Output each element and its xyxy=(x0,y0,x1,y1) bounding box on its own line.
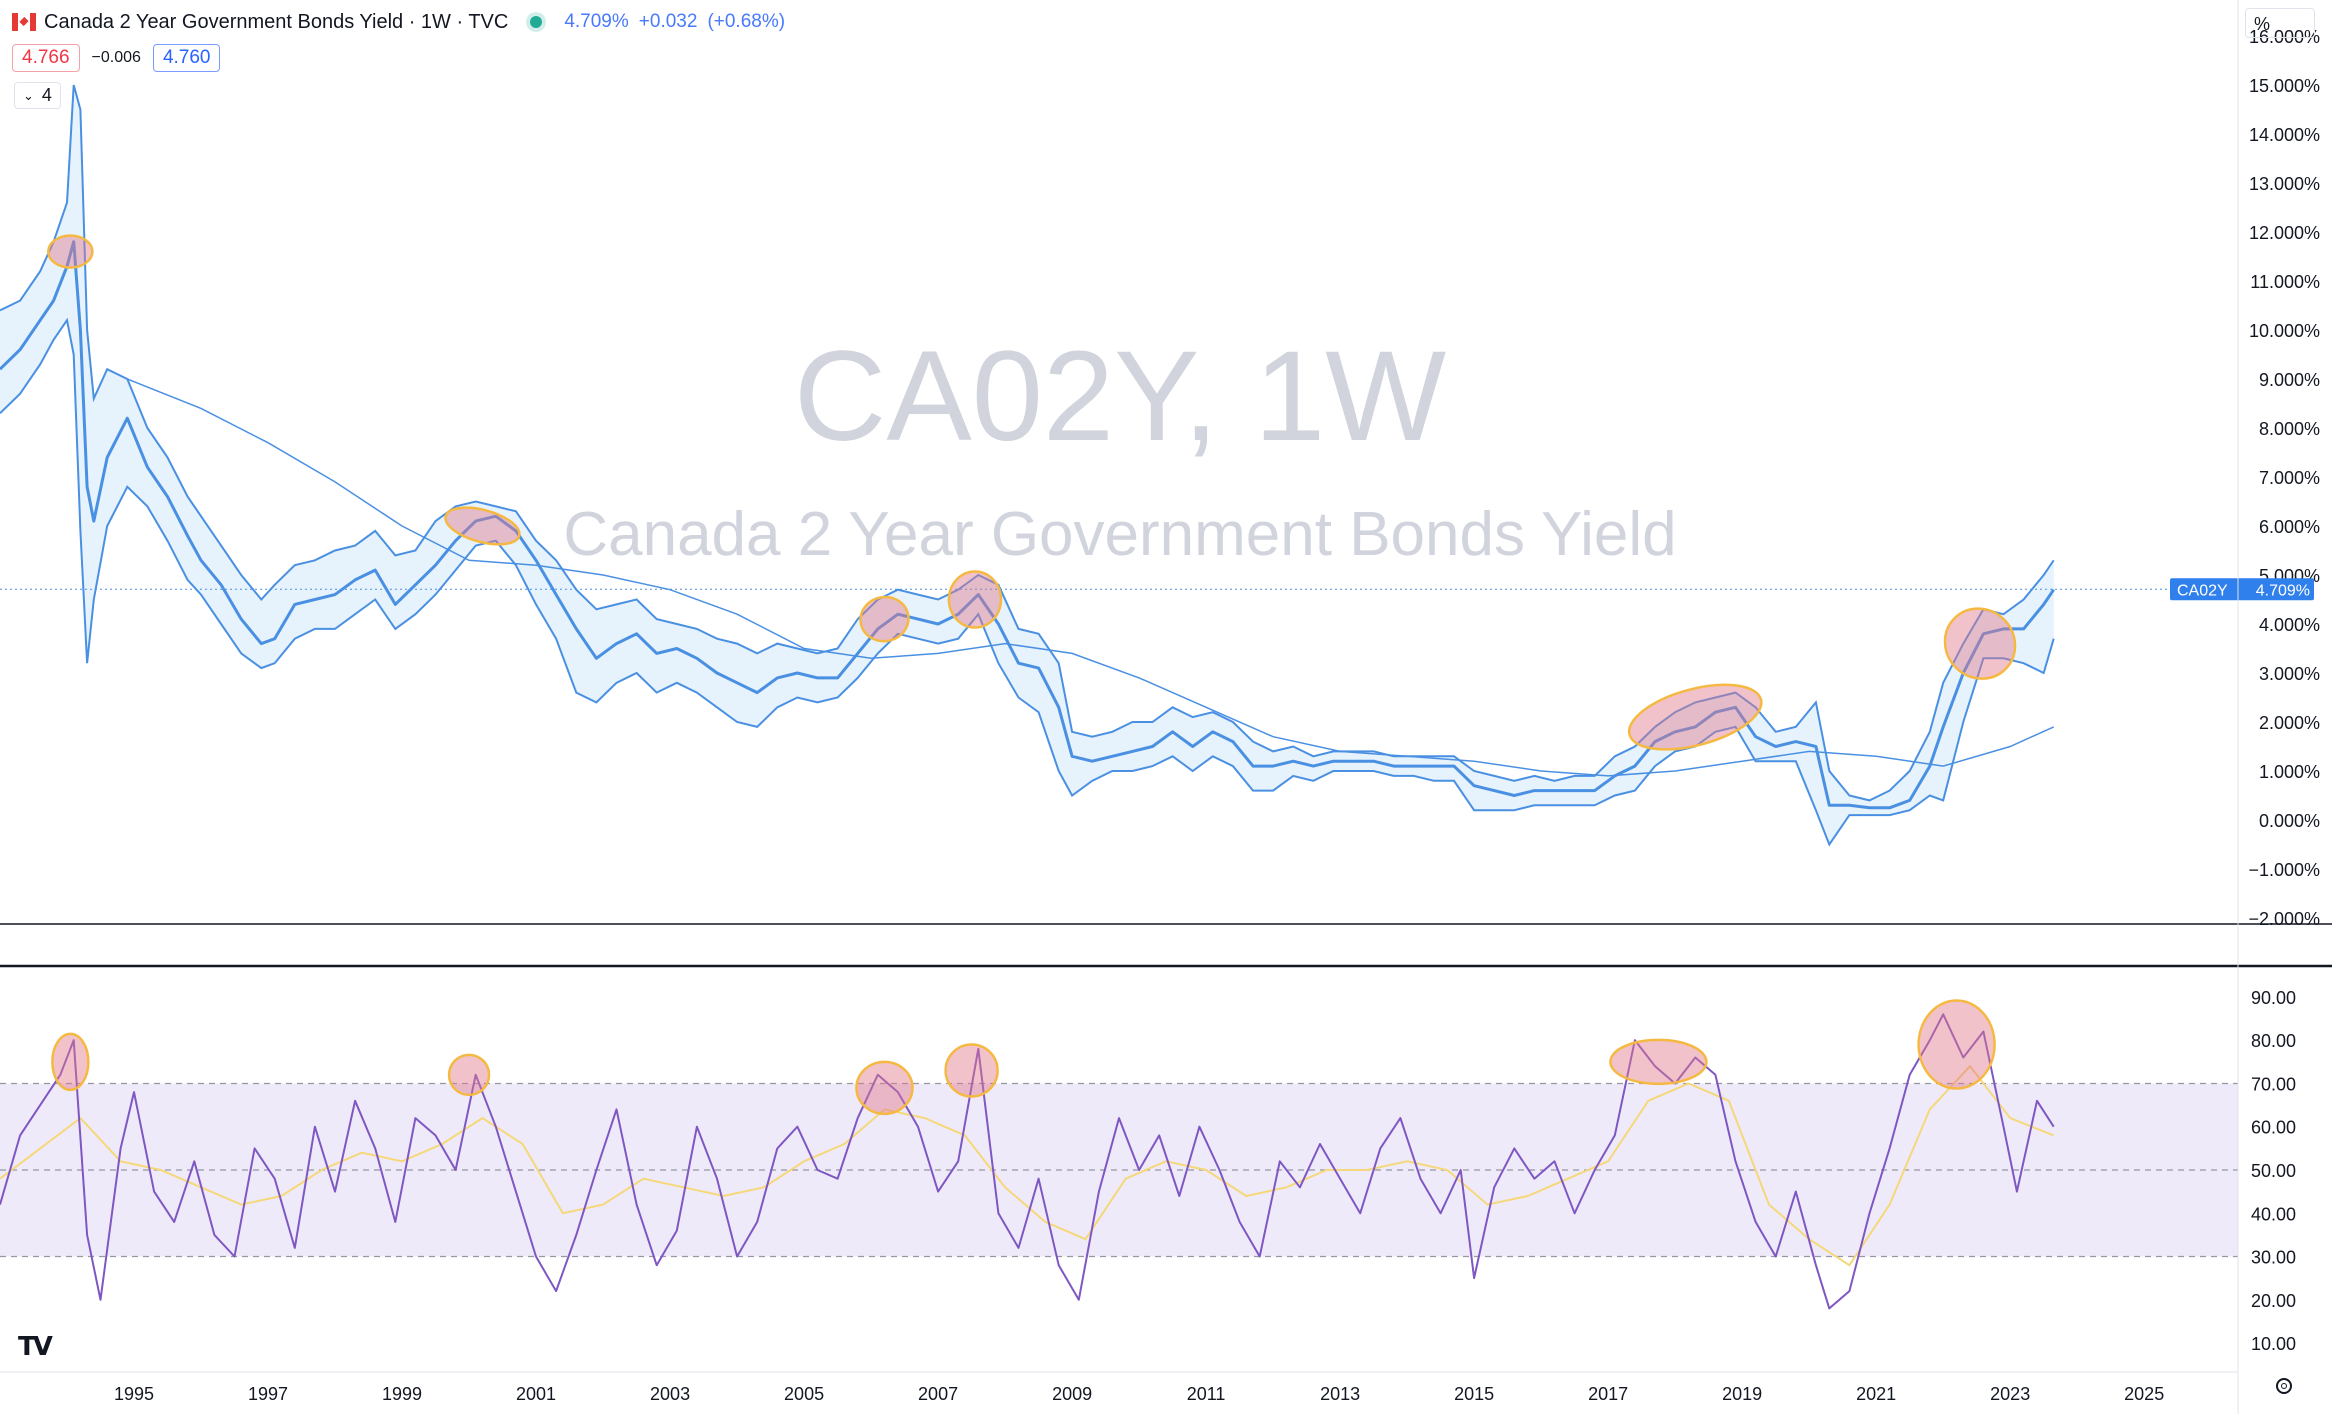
rsi-axis-tick-label: 70.00 xyxy=(2251,1074,2296,1094)
chart-header: Canada 2 Year Government Bonds Yield · 1… xyxy=(12,8,795,36)
price-axis-tick-label: 4.000% xyxy=(2259,615,2320,635)
price-axis-tick-label: 8.000% xyxy=(2259,419,2320,439)
bid-button[interactable]: 4.766 xyxy=(12,44,80,72)
chevron-down-icon: ⌄ xyxy=(23,87,34,103)
percent-scale-button[interactable]: % xyxy=(2245,8,2315,38)
rsi-axis-tick-label: 40.00 xyxy=(2251,1204,2296,1224)
rsi-axis-tick-label: 10.00 xyxy=(2251,1334,2296,1354)
time-axis-tick-label: 2001 xyxy=(516,1384,556,1404)
price-axis-tick-label: 3.000% xyxy=(2259,664,2320,684)
rsi-highlight-ellipse xyxy=(855,1060,914,1116)
rsi-axis-tick-label: 30.00 xyxy=(2251,1248,2296,1268)
watermark-symbol: CA02Y, 1W xyxy=(794,325,1446,468)
last-price-tag xyxy=(2170,578,2314,601)
price-axis-tick-label: 11.000% xyxy=(2250,272,2320,292)
time-axis-tick-label: 1999 xyxy=(382,1384,422,1404)
long-moving-average-line xyxy=(127,378,2055,777)
price-axis-tick-label: 15.000% xyxy=(2249,76,2320,96)
time-axis-tick-label: 2023 xyxy=(1990,1384,2030,1404)
time-axis-tick-label: 2003 xyxy=(650,1384,690,1404)
time-axis-tick-label: 2019 xyxy=(1722,1384,1762,1404)
price-axis-tick-label: 12.000% xyxy=(2249,223,2320,243)
price-axis-tick-label: 14.000% xyxy=(2249,125,2320,145)
price-pane[interactable]: 16.000%15.000%14.000%13.000%12.000%11.00… xyxy=(0,27,2320,929)
envelope-lower-line xyxy=(0,317,2055,847)
price-axis-tick-label: 13.000% xyxy=(2249,174,2320,194)
time-axis-tick-label: 1997 xyxy=(248,1384,288,1404)
rsi-highlight-ellipse xyxy=(51,1032,90,1092)
price-change: +0.032 xyxy=(638,11,698,32)
price-axis-tick-label: 1.000% xyxy=(2259,762,2320,782)
rsi-axis-tick-label: 20.00 xyxy=(2251,1291,2296,1311)
time-axis-tick-label: 2013 xyxy=(1320,1384,1360,1404)
last-price-value: 4.709% xyxy=(2256,582,2310,599)
price-change-percent: (+0.68%) xyxy=(707,11,786,32)
indicators-count: 4 xyxy=(41,85,52,105)
price-axis-tick-label: 0.000% xyxy=(2259,811,2320,831)
time-axis-tick-label: 2025 xyxy=(2124,1384,2164,1404)
bid-ask-row: 4.766 −0.006 4.760 xyxy=(12,44,221,72)
rsi-highlight-ellipse xyxy=(1917,999,1996,1090)
price-axis-tick-label: 7.000% xyxy=(2259,468,2320,488)
price-axis-tick-label: 10.000% xyxy=(2249,321,2320,341)
price-axis-tick-label: −1.000% xyxy=(2248,860,2320,880)
rsi-axis-tick-label: 90.00 xyxy=(2251,988,2296,1008)
indicators-toggle-button[interactable]: ⌄ 4 xyxy=(14,82,61,109)
watermark-description: Canada 2 Year Government Bonds Yield xyxy=(563,500,1676,569)
rsi-axis-tick-label: 80.00 xyxy=(2251,1031,2296,1051)
time-axis-tick-label: 2021 xyxy=(1856,1384,1896,1404)
price-highlight-ellipse xyxy=(444,506,521,546)
rsi-axis-tick-label: 50.00 xyxy=(2251,1161,2296,1181)
tradingview-logo-icon[interactable]: TV xyxy=(18,1332,53,1362)
rsi-line xyxy=(0,1013,2055,1310)
symbol-title[interactable]: Canada 2 Year Government Bonds Yield · 1… xyxy=(44,10,509,33)
rsi-pane[interactable]: 90.00 80.00 70.00 60.00 50.00 40.00 30.00 20.00… xyxy=(0,988,2296,1354)
price-series-line xyxy=(0,240,2055,810)
price-highlight-ellipse xyxy=(1627,683,1763,751)
time-axis-tick-label: 1995 xyxy=(114,1384,154,1404)
rsi-highlight-ellipse xyxy=(944,1043,999,1098)
ask-button[interactable]: 4.760 xyxy=(152,44,221,72)
time-axis-tick-label: 2017 xyxy=(1588,1384,1628,1404)
price-highlight-ellipse xyxy=(1943,607,2017,680)
price-axis-tick-label: 9.000% xyxy=(2259,370,2320,390)
price-axis-tick-label: −2.000% xyxy=(2248,909,2320,929)
rsi-highlight-ellipse xyxy=(447,1053,491,1097)
spread-value: −0.006 xyxy=(91,49,141,66)
time-axis-tick-label: 2015 xyxy=(1454,1384,1494,1404)
envelope-band-fill xyxy=(0,85,2054,845)
canada-flag-icon xyxy=(12,13,36,31)
price-highlight-ellipse xyxy=(947,570,1003,629)
last-price-symbol: CA02Y xyxy=(2177,582,2228,599)
rsi-axis-tick-label: 60.00 xyxy=(2251,1118,2296,1138)
rsi-highlight-ellipse xyxy=(1609,1038,1708,1086)
time-axis-tick-label: 2011 xyxy=(1187,1384,1226,1404)
price-axis-tick-label: 6.000% xyxy=(2259,517,2320,537)
price-axis-tick-label: 2.000% xyxy=(2259,713,2320,733)
time-axis[interactable]: 1995 1997 1999 2001 2003 2005 2007 2009 2011 2013… xyxy=(114,1384,2164,1404)
time-axis-tick-label: 2009 xyxy=(1052,1384,1092,1404)
last-price: 4.709% xyxy=(564,11,629,32)
market-status-icon[interactable] xyxy=(530,16,543,28)
price-highlight-ellipse xyxy=(47,234,94,269)
time-axis-tick-label: 2007 xyxy=(918,1384,958,1404)
price-highlight-ellipse xyxy=(859,595,910,643)
time-axis-tick-label: 2005 xyxy=(784,1384,824,1404)
quote-values: 4.709% +0.032 (+0.68%) xyxy=(564,11,795,33)
gear-icon[interactable] xyxy=(2276,1378,2292,1394)
